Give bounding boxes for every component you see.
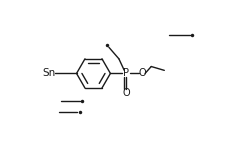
Text: O: O	[122, 88, 130, 98]
Text: Sn: Sn	[42, 68, 56, 78]
Text: O: O	[138, 68, 146, 78]
Text: P: P	[123, 68, 129, 78]
